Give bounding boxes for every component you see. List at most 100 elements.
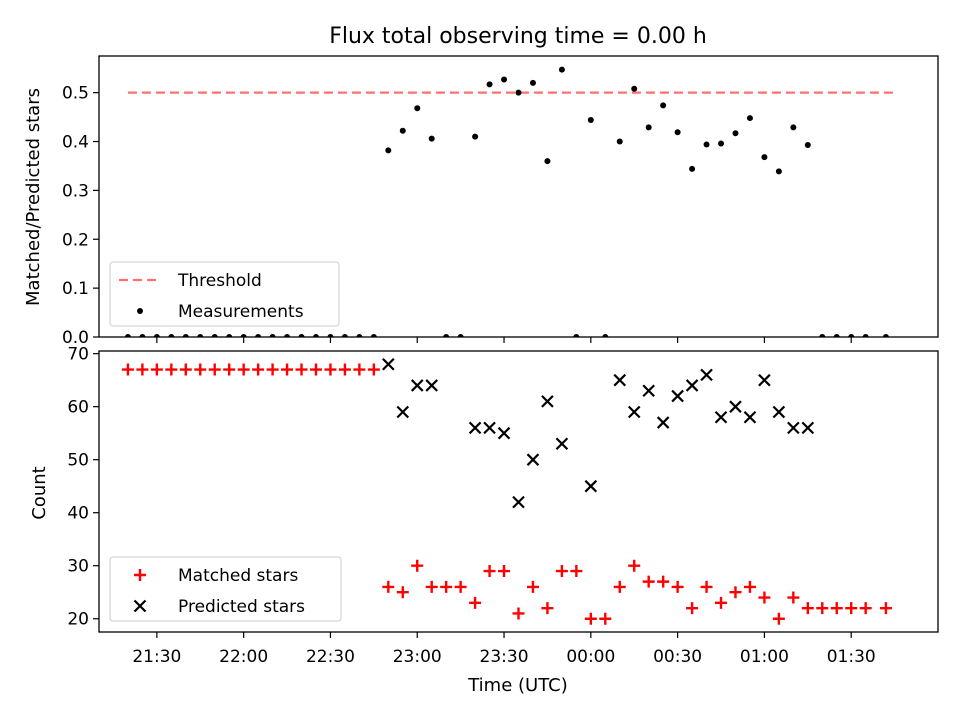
predicted-star-point [483, 421, 496, 435]
measurement-point [848, 334, 855, 337]
y-tick-label: 0.2 [62, 230, 89, 250]
matched-star-point [252, 363, 265, 376]
matched-star-point [772, 612, 785, 625]
measurement-point [616, 138, 623, 145]
predicted-star-point [671, 389, 684, 403]
matched-star-point [454, 580, 467, 593]
matched-star-point [642, 575, 655, 588]
matched-star-point [136, 363, 149, 376]
measurement-point [515, 89, 522, 96]
legend-measurement-swatch [137, 308, 143, 314]
measurement-point [182, 334, 189, 337]
predicted-star-point [526, 453, 540, 466]
predicted-star-point [541, 395, 554, 408]
matched-star-point [194, 363, 207, 376]
legend-predicted-swatch [133, 599, 147, 613]
measurement-point [689, 165, 696, 172]
x-axis-label: Time (UTC) [467, 675, 568, 696]
matched-star-point [498, 565, 511, 578]
matched-star-point [686, 602, 699, 615]
x-tick-label: 00:00 [566, 647, 615, 667]
measurement-point [833, 334, 840, 337]
chart-title: Flux total observing time = 0.00 h [329, 24, 707, 49]
bottom-axes-frame [98, 350, 939, 633]
measurement-point [775, 168, 782, 175]
matched-star-point [150, 363, 163, 376]
matched-star-point [121, 363, 134, 376]
bottom-plot: 20 30 40 50 60 70 21:30 22:00 22:30 23:00 23:30 00:… [67, 345, 939, 667]
legend-label: Predicted stars [178, 597, 305, 617]
matched-star-point [555, 565, 568, 578]
matched-star-point [425, 580, 438, 593]
matched-star-point [526, 580, 539, 593]
x-tick-label: 01:30 [827, 647, 876, 667]
measurement-point [327, 334, 334, 337]
measurement-point [168, 334, 175, 337]
matched-star-point [281, 363, 294, 376]
predicted-star-point [382, 357, 395, 371]
predicted-star-point [642, 384, 655, 398]
y-tick-label: 50 [67, 451, 89, 471]
matched-star-point [179, 363, 192, 376]
y-tick-label: 0.0 [62, 328, 89, 348]
measurement-point [501, 76, 508, 83]
predicted-star-point [555, 437, 569, 451]
matched-star-point [743, 580, 756, 593]
legend-label: Matched stars [178, 566, 298, 586]
matched-star-point [338, 363, 351, 376]
measurement-point [312, 334, 319, 337]
matched-star-point [309, 363, 322, 376]
y-tick-label: 0.5 [62, 84, 89, 104]
measurement-point [703, 141, 710, 148]
measurement-point [356, 334, 363, 337]
x-tick-label: 00:30 [653, 647, 702, 667]
x-tick-label: 22:30 [306, 647, 355, 667]
matched-star-point [353, 363, 366, 376]
y-tick-label: 0.3 [62, 181, 89, 201]
measurement-point [674, 129, 681, 136]
measurement-point [226, 334, 233, 337]
measurement-point [399, 127, 406, 134]
measurement-point [486, 81, 493, 88]
matched-star-point [830, 602, 843, 615]
measurement-point [732, 130, 739, 137]
x-tick-label: 23:00 [393, 647, 442, 667]
measurement-point [284, 334, 291, 337]
matched-star-point [657, 575, 670, 588]
measurement-point [819, 334, 826, 337]
matched-star-point [396, 586, 409, 599]
matched-star-point [859, 602, 872, 615]
matched-star-point [266, 363, 279, 376]
bottom-legend-box [109, 556, 342, 622]
predicted-star-point [584, 479, 598, 493]
y-tick-label: 20 [67, 610, 89, 630]
top-y-axis-label: Matched/Predicted stars [23, 88, 44, 306]
y-tick-label: 0.1 [62, 279, 89, 299]
predicted-star-point [468, 421, 482, 435]
predicted-star-point [772, 405, 786, 419]
measurement-point [197, 334, 204, 337]
predicted-star-point [396, 405, 410, 419]
measurement-point [211, 334, 218, 337]
predicted-star-point [729, 400, 742, 413]
y-tick-label: 0.4 [62, 133, 89, 153]
predicted-star-point [497, 426, 511, 440]
matched-star-point [671, 580, 684, 593]
predicted-star-point [758, 373, 771, 387]
matched-star-point [324, 363, 337, 376]
matched-star-point [879, 602, 892, 615]
measurement-point [240, 334, 247, 337]
predicted-star-point [656, 416, 670, 429]
measurement-point [153, 334, 160, 337]
predicted-star-point [743, 410, 757, 424]
predicted-star-point [685, 379, 699, 392]
y-tick-label: 40 [67, 504, 89, 524]
top-plot: 0.0 0.1 0.2 0.3 0.4 0.5 Threshold Measurements [62, 55, 939, 348]
measurement-point [529, 79, 536, 86]
matched-star-point [845, 602, 858, 615]
measurement-point [544, 158, 551, 165]
measurement-point [645, 124, 652, 131]
matched-star-point [628, 559, 641, 572]
matched-star-point [758, 591, 771, 604]
x-tick-label: 21:30 [132, 647, 181, 667]
